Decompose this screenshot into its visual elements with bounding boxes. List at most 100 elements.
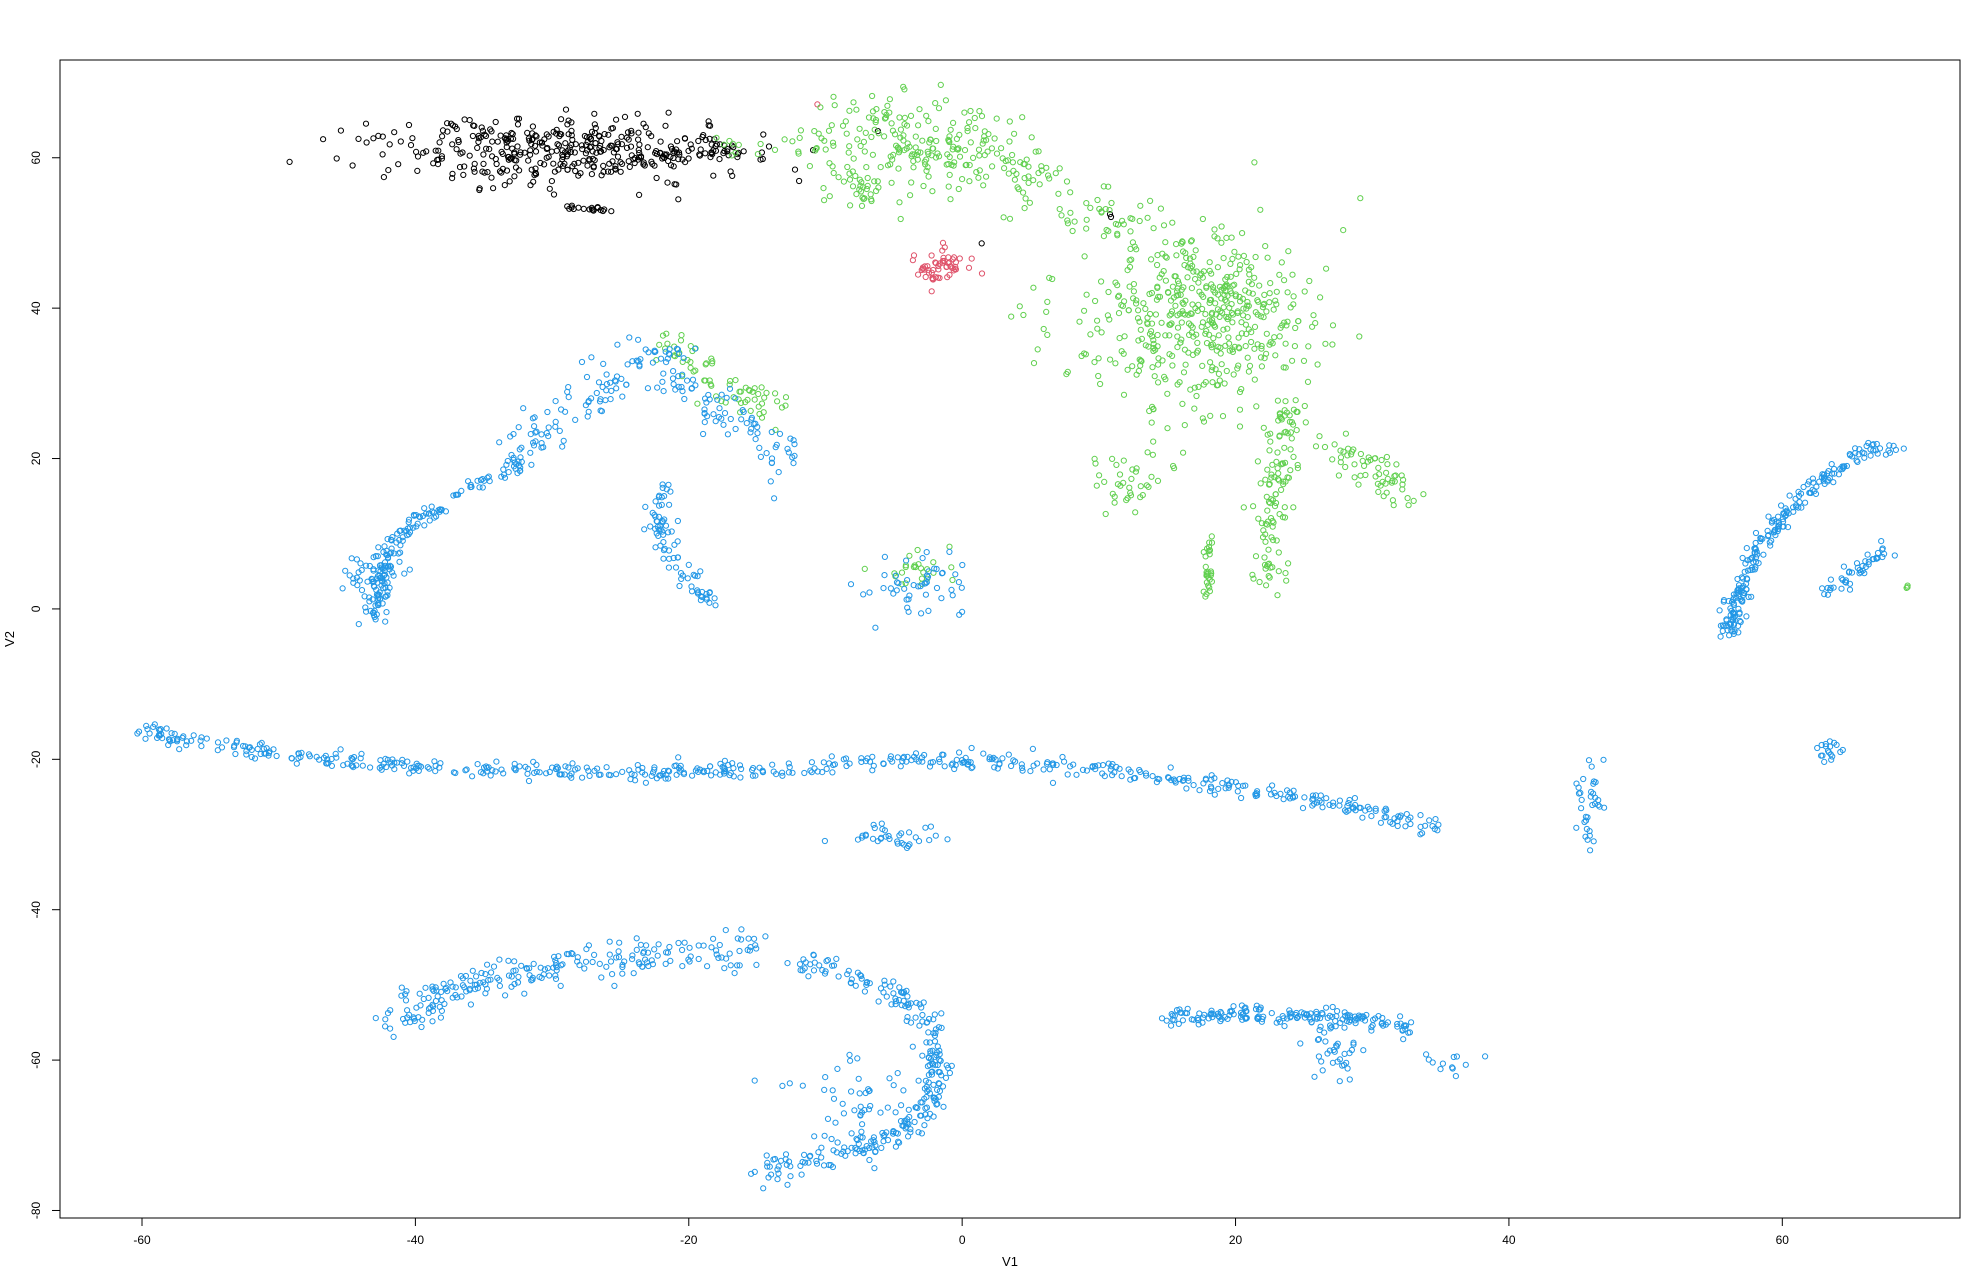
data-point xyxy=(660,539,667,546)
data-point xyxy=(1369,1022,1376,1029)
data-point xyxy=(756,764,763,771)
data-point xyxy=(565,764,572,771)
data-point xyxy=(930,1061,937,1068)
data-point xyxy=(1429,823,1436,830)
data-point xyxy=(608,208,615,215)
data-point xyxy=(796,177,803,185)
data-point xyxy=(1169,352,1176,359)
data-point xyxy=(839,122,847,129)
data-point xyxy=(478,969,485,977)
data-point xyxy=(596,960,603,968)
data-point xyxy=(1838,575,1845,582)
data-point xyxy=(1199,215,1207,223)
data-point xyxy=(1253,403,1260,410)
data-point xyxy=(135,728,143,735)
data-point xyxy=(1109,455,1116,462)
data-point xyxy=(589,155,597,162)
data-point xyxy=(1267,564,1274,571)
data-point xyxy=(1309,796,1316,803)
data-point xyxy=(1262,538,1269,545)
data-point xyxy=(881,977,888,984)
data-point xyxy=(983,173,990,180)
data-point xyxy=(1266,290,1273,297)
data-point xyxy=(1114,481,1122,488)
data-point xyxy=(631,159,638,167)
data-point xyxy=(1859,449,1866,456)
data-point xyxy=(930,559,937,566)
data-point xyxy=(1087,204,1094,211)
data-point xyxy=(1873,440,1880,448)
data-point xyxy=(1184,274,1191,281)
data-point xyxy=(858,972,865,980)
data-point xyxy=(564,388,571,395)
data-point xyxy=(1178,1009,1185,1017)
data-point xyxy=(662,775,669,782)
data-point xyxy=(328,762,335,770)
data-point xyxy=(692,345,699,352)
data-point xyxy=(1737,596,1744,603)
data-point xyxy=(1206,267,1213,274)
data-point xyxy=(1437,1066,1444,1073)
data-point xyxy=(657,522,664,529)
data-point xyxy=(633,935,640,942)
data-point xyxy=(1797,490,1805,497)
data-point xyxy=(636,191,643,198)
data-point xyxy=(939,239,947,246)
data-point xyxy=(1287,446,1294,453)
data-point xyxy=(711,595,718,602)
data-point xyxy=(430,160,437,167)
data-point xyxy=(658,494,665,501)
data-point xyxy=(481,169,488,176)
data-point xyxy=(959,176,966,183)
data-point xyxy=(880,585,887,592)
data-point xyxy=(679,946,686,954)
data-point xyxy=(530,758,537,766)
data-point xyxy=(572,141,579,148)
data-point xyxy=(790,460,797,467)
data-point xyxy=(538,431,545,438)
data-point xyxy=(1056,165,1063,172)
data-point xyxy=(652,498,659,505)
data-point xyxy=(657,542,664,549)
data-point xyxy=(898,1002,905,1009)
data-point xyxy=(1425,1056,1432,1063)
data-point xyxy=(881,115,889,122)
data-point xyxy=(869,151,877,158)
data-point xyxy=(1078,352,1085,360)
data-point xyxy=(527,449,534,456)
data-point xyxy=(1171,1012,1178,1019)
data-point xyxy=(641,526,648,533)
data-point xyxy=(1195,383,1202,390)
data-point xyxy=(1406,1029,1414,1036)
data-point xyxy=(1301,1014,1309,1021)
data-point xyxy=(402,997,410,1004)
data-point xyxy=(1240,504,1247,511)
data-point xyxy=(1307,1016,1314,1023)
data-point xyxy=(667,957,674,965)
x-tick-label: -40 xyxy=(407,1233,425,1247)
data-point xyxy=(680,769,688,776)
data-point xyxy=(1312,443,1320,450)
data-point xyxy=(653,775,661,782)
data-point xyxy=(1158,271,1165,278)
data-point xyxy=(1309,802,1316,809)
data-point xyxy=(964,128,971,135)
data-point xyxy=(608,387,615,394)
data-point xyxy=(1182,297,1189,304)
data-point xyxy=(956,255,963,262)
data-point xyxy=(396,558,403,565)
data-point xyxy=(998,145,1005,152)
data-point xyxy=(906,552,913,559)
data-point xyxy=(378,763,385,770)
data-point xyxy=(531,423,538,430)
data-point xyxy=(728,152,736,159)
data-point xyxy=(648,133,655,140)
data-point xyxy=(1786,492,1793,499)
data-point xyxy=(1257,206,1264,213)
data-point xyxy=(1144,449,1151,456)
data-point xyxy=(1175,1020,1182,1028)
data-point xyxy=(1028,134,1035,141)
data-point xyxy=(1423,1051,1430,1058)
data-point xyxy=(768,1171,775,1178)
data-point xyxy=(921,263,929,270)
